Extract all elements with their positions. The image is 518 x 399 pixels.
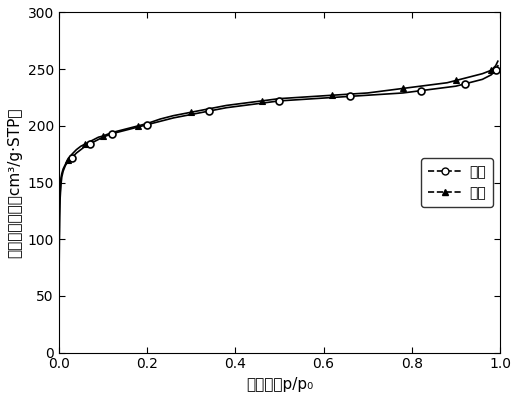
吸附 — [462, 81, 468, 86]
吸附 — [69, 155, 75, 160]
吸附 — [206, 109, 212, 113]
脱附 — [400, 86, 406, 91]
脱附 — [135, 123, 141, 128]
吸附 — [418, 88, 424, 93]
脱附 — [453, 78, 459, 83]
脱附 — [258, 99, 265, 103]
吸附 — [347, 94, 353, 99]
吸附 — [144, 122, 150, 127]
吸附 — [87, 142, 93, 146]
Y-axis label: 吸（脱）附量（cm³/g·STP）: 吸（脱）附量（cm³/g·STP） — [7, 107, 22, 258]
吸附 — [493, 68, 499, 73]
脱附 — [188, 110, 194, 115]
Legend: 吸附, 脱附: 吸附, 脱附 — [421, 158, 493, 207]
脱附 — [100, 134, 106, 138]
脱附 — [82, 142, 89, 146]
吸附 — [109, 131, 115, 136]
脱附 — [329, 93, 336, 98]
脱附 — [64, 158, 70, 162]
X-axis label: 相对压力p/p₀: 相对压力p/p₀ — [246, 377, 313, 392]
Line: 吸附: 吸附 — [68, 67, 499, 161]
Line: 脱附: 脱附 — [64, 67, 495, 163]
吸附 — [276, 99, 282, 103]
脱附 — [488, 68, 494, 73]
